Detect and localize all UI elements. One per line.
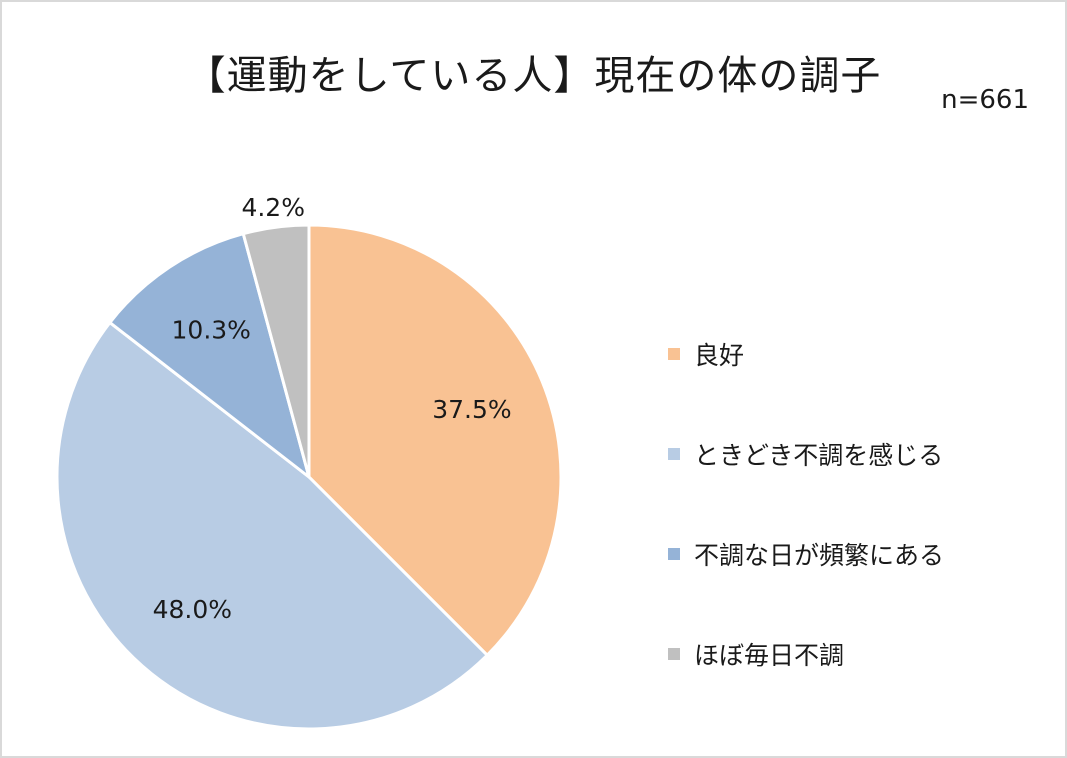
pie-slice bbox=[307, 223, 563, 657]
legend-swatch bbox=[668, 548, 680, 560]
chart-title: 【運動をしている人】現在の体の調子 bbox=[185, 53, 882, 99]
legend-swatch bbox=[668, 448, 680, 460]
pie-slice bbox=[241, 223, 311, 479]
sample-size-label: n=661 bbox=[941, 85, 1029, 115]
legend-label: ほぼ毎日不調 bbox=[694, 641, 845, 670]
slice-data-label: 4.2% bbox=[241, 193, 305, 222]
legend-label: 良好 bbox=[694, 341, 745, 370]
pie-slice bbox=[55, 321, 489, 731]
legend-item: ときどき不調を感じる bbox=[668, 432, 944, 476]
legend-label: 不調な日が頻繁にある bbox=[694, 541, 945, 570]
legend-swatch bbox=[668, 348, 680, 360]
legend-swatch bbox=[668, 648, 680, 660]
legend-item: 良好 bbox=[668, 332, 944, 376]
slice-data-label: 10.3% bbox=[172, 316, 251, 345]
legend-item: ほぼ毎日不調 bbox=[668, 632, 944, 676]
legend-label: ときどき不調を感じる bbox=[694, 441, 944, 470]
legend-item: 不調な日が頻繁にある bbox=[668, 532, 944, 576]
slice-data-label: 37.5% bbox=[432, 395, 511, 424]
legend: 良好 ときどき不調を感じる 不調な日が頻繁にある ほぼ毎日不調 bbox=[668, 332, 944, 732]
slice-data-label: 48.0% bbox=[153, 595, 232, 624]
